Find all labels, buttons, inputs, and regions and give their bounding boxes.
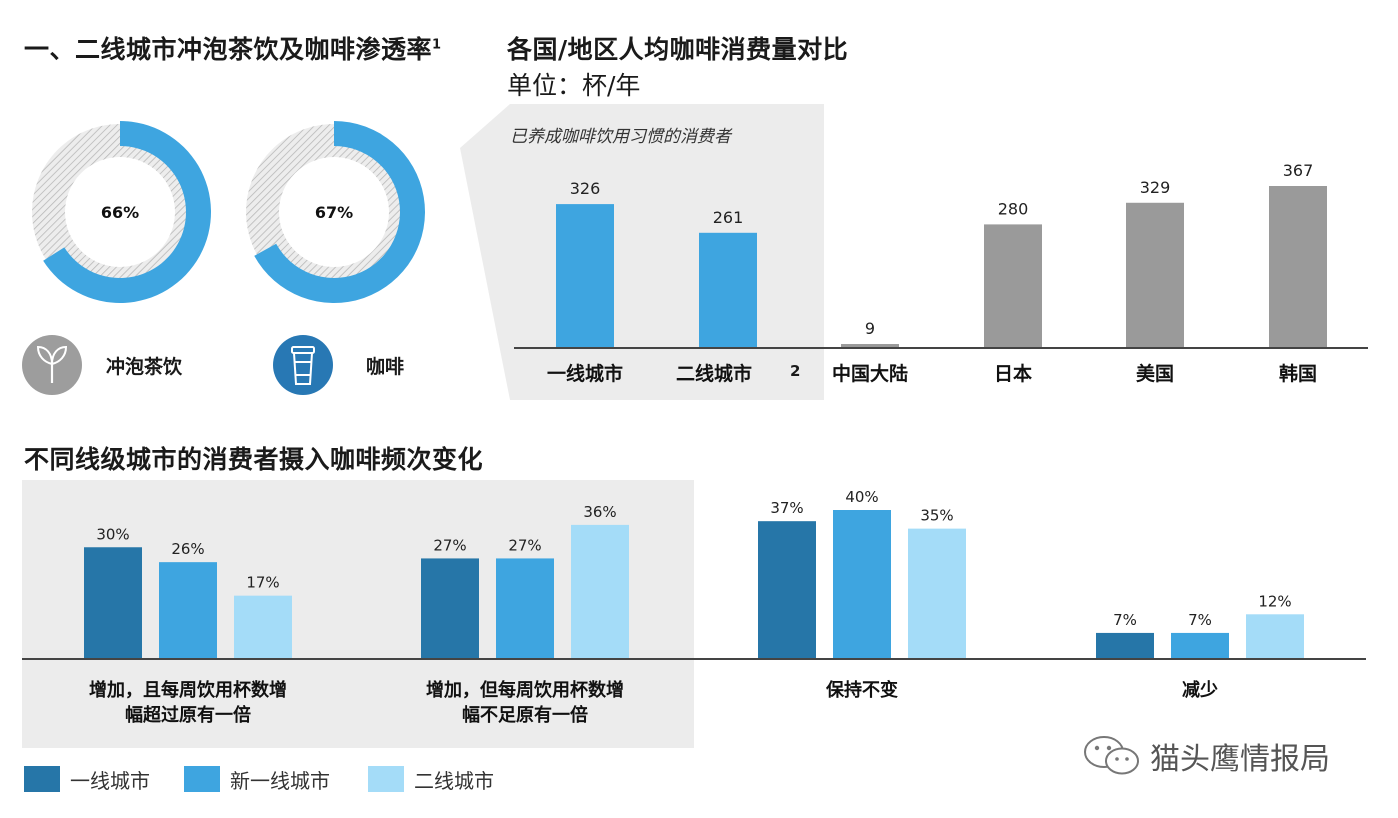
frequency-bar — [84, 547, 142, 659]
frequency-value-label: 40% — [845, 488, 878, 506]
frequency-bar — [1246, 614, 1304, 659]
frequency-category-label: 减少 — [1182, 679, 1218, 701]
consumption-unit: 单位：杯/年 — [507, 71, 641, 100]
frequency-category-label: 幅超过原有一倍 — [125, 704, 251, 726]
consumption-bar — [984, 224, 1042, 348]
watermark: 猫头鹰情报局 — [1082, 734, 1330, 778]
consumption-bar — [556, 204, 614, 348]
legend-label: 一线城市 — [70, 768, 150, 793]
consumption-category-label: 日本 — [994, 362, 1032, 385]
habit-panel-note: 已养成咖啡饮用习惯的消费者 — [510, 127, 731, 147]
frequency-bar — [571, 524, 629, 659]
legend-label: 新一线城市 — [230, 768, 330, 793]
frequency-value-label: 7% — [1113, 611, 1137, 629]
frequency-value-label: 35% — [920, 507, 953, 525]
frequency-value-label: 37% — [770, 499, 803, 517]
consumption-bar — [1126, 202, 1184, 348]
frequency-bar — [1171, 632, 1229, 659]
consumption-title: 各国/地区人均咖啡消费量对比 — [507, 35, 849, 64]
penetration-title-text: 一、二线城市冲泡茶饮及咖啡渗透率 — [24, 35, 433, 64]
frequency-bar — [496, 558, 554, 659]
legend-swatch — [368, 766, 404, 792]
habit-panel — [460, 104, 824, 400]
legend-item-tier1: 一线城市 — [24, 764, 150, 794]
frequency-category-label: 保持不变 — [825, 679, 898, 701]
donut-slice — [254, 121, 425, 303]
legend-label: 二线城市 — [414, 768, 494, 793]
coffee-cup-icon — [273, 335, 333, 395]
frequency-value-label: 30% — [96, 525, 129, 543]
frequency-value-label: 27% — [433, 536, 466, 554]
frequency-category-label: 增加，但每周饮用杯数增 — [426, 679, 624, 701]
consumption-value-label: 280 — [998, 199, 1029, 218]
consumption-category-label: 美国 — [1136, 362, 1174, 385]
consumption-bar — [841, 344, 899, 348]
consumption-value-label: 329 — [1140, 178, 1171, 197]
legend-item-newtier1: 新一线城市 — [184, 764, 330, 794]
consumption-category-label: 中国大陆 — [832, 362, 908, 385]
frequency-value-label: 12% — [1258, 592, 1291, 610]
frequency-value-label: 36% — [583, 503, 616, 521]
consumption-chart: 326 一线城市 261 二线城市 9 中国大陆 280 日本 329 美国 367 韩国 — [460, 104, 1368, 400]
consumption-bar — [699, 232, 757, 348]
legend-swatch — [24, 766, 60, 792]
penetration-donuts: 66% 67% — [22, 121, 425, 395]
frequency-bar — [1096, 632, 1154, 659]
frequency-bar — [234, 595, 292, 659]
coffee-label: 咖啡 — [366, 356, 405, 378]
legend-item-tier2: 二线城市 — [368, 764, 494, 794]
frequency-bar — [421, 558, 479, 659]
consumption-value-label: 9 — [865, 319, 875, 338]
consumption-category-label: 韩国 — [1279, 362, 1317, 385]
donut-value-label: 66% — [101, 203, 139, 222]
legend-swatch — [184, 766, 220, 792]
tea-label: 冲泡茶饮 — [106, 356, 183, 378]
sprout-icon — [22, 335, 82, 395]
frequency-value-label: 26% — [171, 540, 204, 558]
footnote-mark-2: 2 — [790, 362, 801, 380]
frequency-bar — [908, 528, 966, 659]
consumption-bar — [1269, 186, 1327, 348]
penetration-footnote-mark: 1 — [432, 37, 442, 53]
frequency-bar — [833, 510, 891, 659]
consumption-category-label: 一线城市 — [547, 362, 623, 385]
consumption-value-label: 326 — [570, 179, 601, 198]
frequency-bar — [758, 521, 816, 659]
donut-value-label: 67% — [315, 203, 353, 222]
frequency-value-label: 27% — [508, 536, 541, 554]
frequency-category-label: 幅不足原有一倍 — [462, 704, 588, 726]
watermark-text: 猫头鹰情报局 — [1150, 742, 1330, 777]
consumption-value-label: 261 — [713, 208, 744, 227]
frequency-value-label: 7% — [1188, 611, 1212, 629]
donut-slice — [43, 121, 212, 303]
wechat-icon — [1084, 736, 1139, 775]
frequency-value-label: 17% — [246, 574, 279, 592]
penetration-title: 一、二线城市冲泡茶饮及咖啡渗透率1 — [24, 30, 442, 66]
consumption-value-label: 367 — [1283, 161, 1314, 180]
frequency-category-label: 增加，且每周饮用杯数增 — [89, 679, 287, 701]
frequency-chart: 30% 27% 37% 7% 26% 27% 40% 7% 17% 36% 35% 12% 增加，且每周… — [22, 480, 1366, 748]
frequency-title: 不同线级城市的消费者摄入咖啡频次变化 — [24, 445, 484, 474]
frequency-bar — [159, 562, 217, 659]
consumption-category-label: 二线城市 — [676, 362, 752, 385]
